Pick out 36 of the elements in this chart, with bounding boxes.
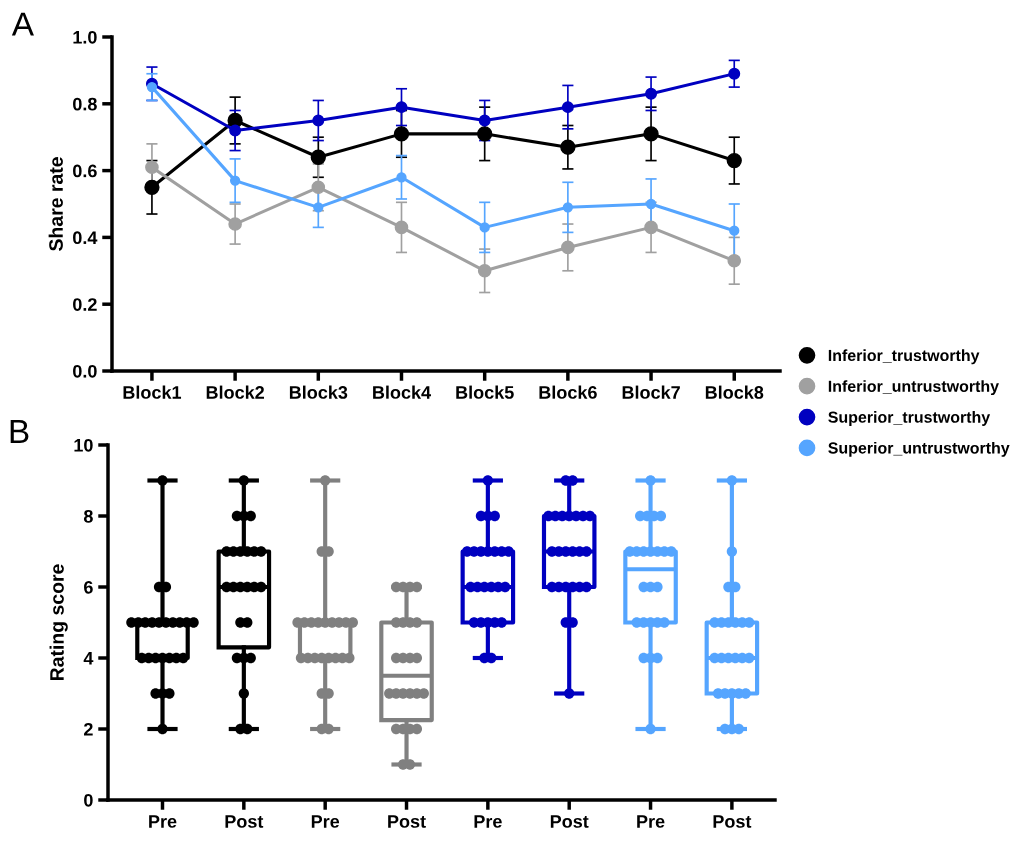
legend-label: Superior_trustworthy — [828, 411, 991, 426]
x-tick-label: Block5 — [456, 385, 514, 399]
y-tick-label: 0.6 — [73, 164, 97, 178]
x-tick-label: Post — [550, 815, 589, 828]
x-tick-label: Post — [225, 815, 264, 828]
x-tick-label: Block1 — [123, 385, 182, 399]
legend-label: Inferior_untrustworthy — [828, 380, 999, 396]
x-tick-label: Block8 — [705, 385, 764, 399]
legend-label: Superior_untrustworthy — [828, 441, 1010, 457]
legend-label: Inferior_trustworthy — [828, 349, 980, 365]
text: A — [11, 12, 34, 36]
text: B — [10, 420, 29, 443]
y-tick-label: 0.0 — [73, 364, 97, 378]
y-tick-label: 0 — [84, 793, 93, 807]
x-tick-label: Pre — [149, 815, 177, 828]
y-tick-label: 1.0 — [73, 30, 97, 44]
x-tick-label: Block3 — [289, 385, 348, 399]
y-tick-label: 0.4 — [73, 231, 98, 245]
x-tick-label: Block6 — [539, 385, 597, 399]
x-tick-label: Block7 — [622, 385, 680, 399]
y-tick-label: 4 — [83, 652, 94, 665]
x-tick-label: Block2 — [206, 385, 264, 399]
x-tick-label: Pre — [474, 815, 502, 828]
y-tick-label: 0.2 — [73, 298, 97, 311]
x-tick-label: Post — [713, 815, 752, 828]
x-tick-label: Block4 — [373, 385, 431, 399]
x-tick-label: Pre — [311, 815, 340, 828]
y-tick-label: 2 — [84, 722, 93, 736]
x-tick-label: Pre — [637, 815, 665, 828]
y-tick-label: 6 — [84, 580, 93, 594]
y-axis-title: Share rate — [48, 157, 63, 251]
y-tick-label: 8 — [83, 509, 93, 523]
x-tick-label: Post — [388, 815, 426, 828]
y-tick-label: 10 — [74, 438, 93, 452]
y-axis-title: Rating score — [49, 564, 68, 681]
y-tick-label: 0.8 — [73, 97, 97, 111]
